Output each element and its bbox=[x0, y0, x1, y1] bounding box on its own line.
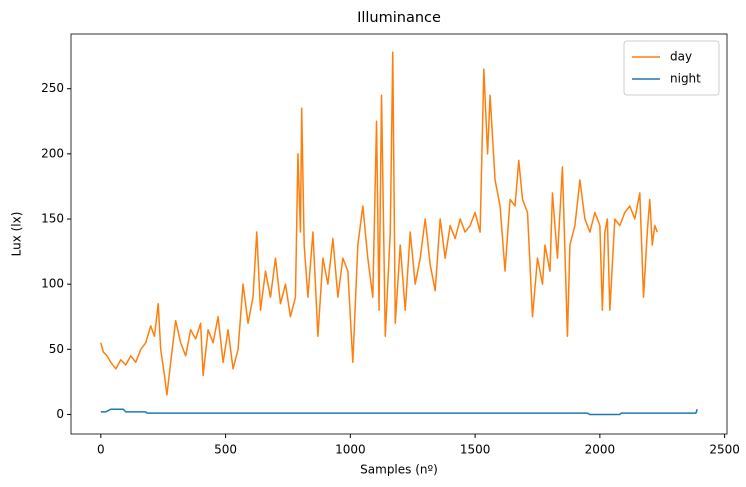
x-axis-label: Samples (nº) bbox=[360, 463, 438, 477]
line-day bbox=[100, 51, 658, 396]
legend-label: day bbox=[670, 50, 692, 64]
y-tick-label: 50 bbox=[49, 342, 64, 356]
legend-label: night bbox=[670, 72, 701, 86]
x-tick-label: 1500 bbox=[460, 443, 491, 457]
x-tick-label: 2000 bbox=[585, 443, 616, 457]
chart-title: Illuminance bbox=[357, 10, 441, 26]
plot-frame bbox=[70, 33, 728, 435]
x-tick-label: 2500 bbox=[709, 443, 740, 457]
y-tick-label: 100 bbox=[41, 277, 64, 291]
legend-box bbox=[623, 40, 720, 96]
x-tick-label: 500 bbox=[214, 443, 237, 457]
y-tick-label: 200 bbox=[41, 146, 64, 160]
x-tick-label: 0 bbox=[97, 443, 105, 457]
y-tick-label: 0 bbox=[56, 407, 64, 421]
line-night bbox=[100, 408, 698, 416]
y-tick-label: 250 bbox=[41, 81, 64, 95]
y-tick-label: 150 bbox=[41, 212, 64, 226]
x-tick-label: 1000 bbox=[335, 443, 366, 457]
y-axis-label: Lux (lx) bbox=[10, 212, 24, 257]
